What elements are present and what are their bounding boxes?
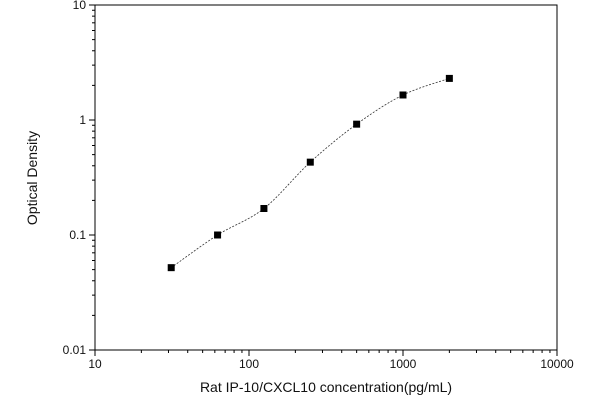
x-tick-label: 100 xyxy=(239,357,259,371)
y-tick-label: 1 xyxy=(79,113,86,127)
data-point xyxy=(353,120,361,128)
data-point xyxy=(260,204,268,212)
data-point xyxy=(445,74,453,82)
data-point xyxy=(399,91,407,99)
plot-frame xyxy=(94,4,558,351)
y-tick-label: 0.1 xyxy=(69,228,86,242)
y-tick-label: 10 xyxy=(73,0,87,12)
data-point xyxy=(306,158,314,166)
x-axis-title: Rat IP-10/CXCL10 concentration(pg/mL) xyxy=(200,379,452,395)
y-axis-title: Optical Density xyxy=(24,131,40,225)
x-tick-label: 1000 xyxy=(390,357,417,371)
data-point xyxy=(167,264,175,272)
y-axis-ticks: 0.01 0.1 1 10 xyxy=(63,0,95,357)
data-points xyxy=(167,74,453,272)
x-tick-label: 10000 xyxy=(540,357,574,371)
fit-curve xyxy=(170,78,450,268)
data-point xyxy=(214,231,222,239)
x-tick-label: 10 xyxy=(88,357,102,371)
x-axis-ticks: 10 100 1000 10000 xyxy=(88,350,574,371)
y-tick-label: 0.01 xyxy=(63,343,87,357)
